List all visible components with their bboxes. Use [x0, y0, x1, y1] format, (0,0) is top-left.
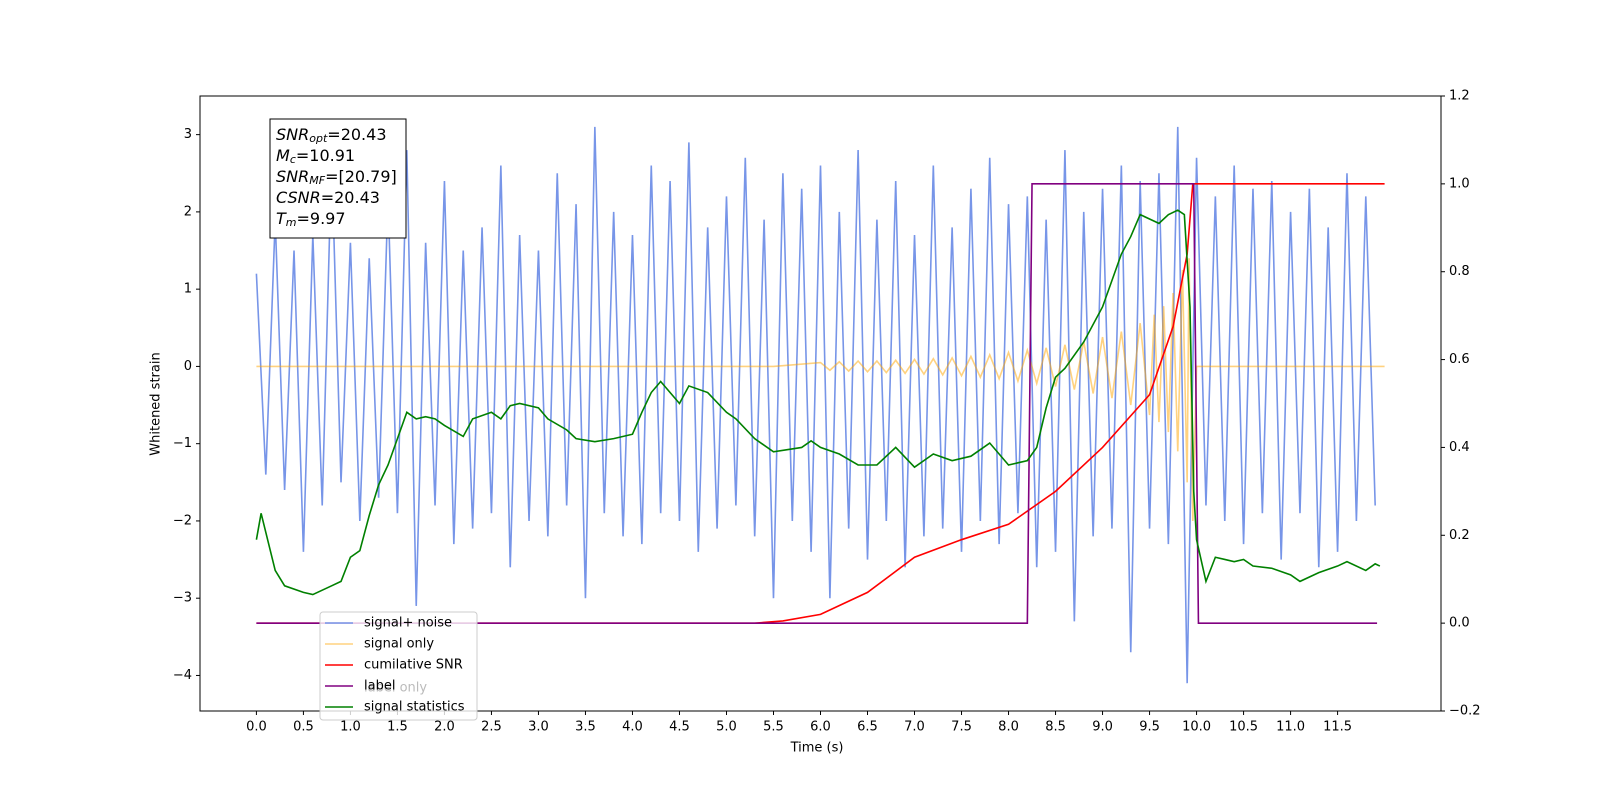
y2-tick-label: 0.6: [1449, 352, 1470, 367]
x-tick-label: 9.5: [1139, 720, 1160, 735]
stats-symbol: T: [276, 209, 287, 228]
stats-text: =20.43: [327, 125, 386, 144]
stats-subscript: MF: [309, 174, 325, 187]
x-tick-label: 9.0: [1092, 720, 1113, 735]
stats-text: =9.97: [297, 209, 346, 228]
x-tick-label: 4.5: [669, 720, 690, 735]
x-tick-label: 2.0: [434, 720, 455, 735]
stats-line: Tm=9.97: [276, 209, 346, 230]
stats-text: =10.91: [296, 146, 355, 165]
x-tick-label: 5.0: [716, 720, 737, 735]
plot-area: [255, 126, 1385, 684]
y-tick-label: −4: [173, 668, 192, 683]
stats-subscript: opt: [309, 132, 328, 145]
y-tick-label: −3: [173, 591, 192, 606]
y2-tick-label: 0.8: [1449, 264, 1470, 279]
x-tick-label: 11.5: [1323, 720, 1352, 735]
y2-tick-label: 1.2: [1449, 89, 1470, 104]
x-tick-label: 1.0: [340, 720, 361, 735]
legend-label: cumilative SNR: [364, 658, 463, 673]
x-tick-label: 0.0: [246, 720, 267, 735]
x-tick-label: 11.0: [1276, 720, 1305, 735]
stats-subscript: m: [286, 216, 297, 229]
stats-box: [269, 118, 407, 239]
stats-symbol: M: [276, 146, 290, 165]
y-tick-label: 1: [184, 282, 192, 297]
stats-line: SNRopt=20.43: [276, 125, 387, 146]
stats-text: =[20.79]: [325, 167, 397, 186]
x-tick-label: 0.5: [293, 720, 314, 735]
legend-label: label: [364, 679, 395, 694]
stats-symbol: CSNR: [276, 188, 321, 207]
x-tick-label: 10.5: [1229, 720, 1258, 735]
stats-line: SNRMF=[20.79]: [276, 167, 397, 188]
stats-symbol: SNR: [276, 167, 309, 186]
y-tick-label: 2: [184, 204, 192, 219]
legend-label: signal statistics: [364, 700, 465, 715]
series-line: [256, 183, 1385, 624]
y-tick-label: −1: [173, 436, 192, 451]
series-line: [256, 183, 1378, 624]
stats-text: =20.43: [321, 188, 380, 207]
x-tick-label: 8.0: [998, 720, 1019, 735]
series-line: [256, 258, 1385, 521]
y-axis-label: Whitened strain: [149, 352, 164, 455]
stats-subscript: c: [290, 153, 296, 166]
y2-tick-label: −0.2: [1449, 704, 1481, 719]
x-tick-label: 10.0: [1182, 720, 1211, 735]
x-tick-label: 1.5: [387, 720, 408, 735]
x-axis-label: Time (s): [790, 741, 844, 756]
legend-label: signal+ noise: [364, 616, 452, 631]
y-tick-label: −2: [173, 513, 192, 528]
x-tick-label: 7.5: [951, 720, 972, 735]
y2-tick-label: 1.0: [1449, 176, 1470, 191]
legend-ghost: label only: [364, 681, 427, 696]
x-tick-label: 2.5: [481, 720, 502, 735]
y2-tick-label: 0.4: [1449, 440, 1470, 455]
series-line: [255, 126, 1376, 684]
y-tick-label: 0: [184, 359, 192, 374]
legend-label: signal only: [364, 637, 434, 652]
x-tick-label: 4.0: [622, 720, 643, 735]
legend-box: [319, 611, 478, 721]
stats-line: Mc=10.91: [276, 146, 355, 167]
x-tick-label: 3.0: [528, 720, 549, 735]
y2-tick-label: 0.0: [1449, 616, 1470, 631]
x-tick-label: 5.5: [763, 720, 784, 735]
x-tick-label: 6.0: [810, 720, 831, 735]
x-tick-label: 7.0: [904, 720, 925, 735]
y2-tick-label: 0.2: [1449, 528, 1470, 543]
x-tick-label: 3.5: [575, 720, 596, 735]
y-tick-label: 3: [184, 127, 192, 142]
x-tick-label: 6.5: [857, 720, 878, 735]
stats-symbol: SNR: [276, 125, 309, 144]
stats-line: CSNR=20.43: [276, 188, 380, 207]
x-tick-label: 8.5: [1045, 720, 1066, 735]
series-line: [255, 209, 1381, 596]
